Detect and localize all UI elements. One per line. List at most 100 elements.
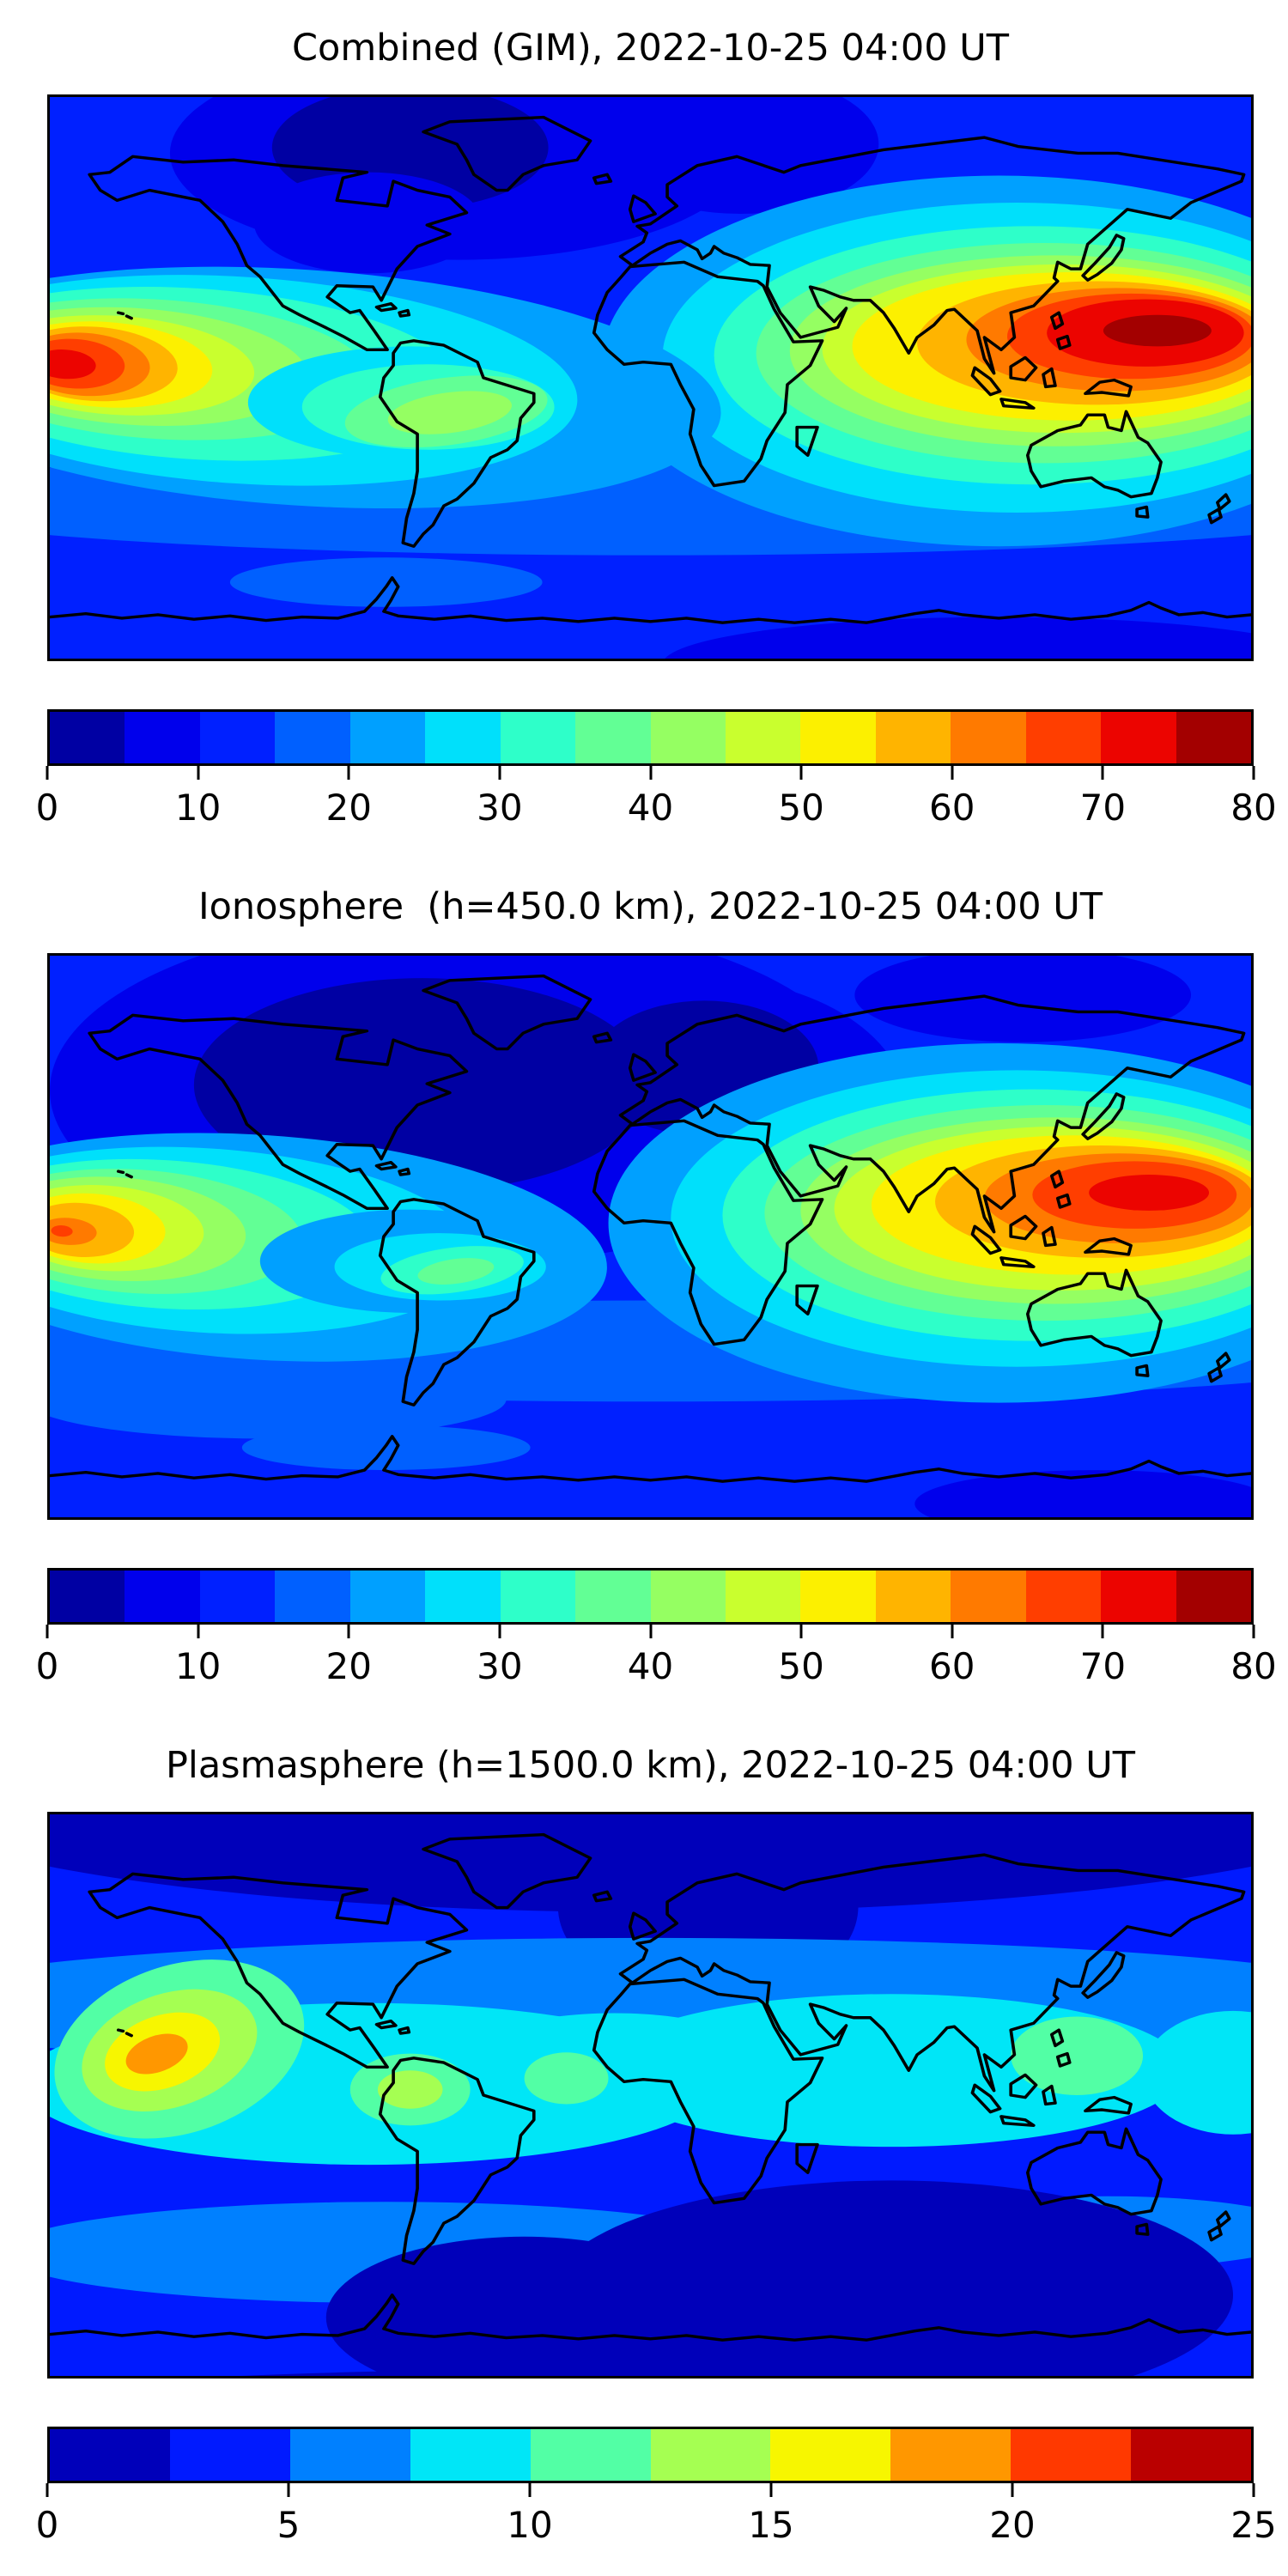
colorbar-tick [1011, 2483, 1014, 2497]
colorbar-segment [289, 2429, 410, 2481]
map-combined [47, 94, 1254, 661]
panel-plasmasphere: Plasmasphere (h=1500.0 km), 2022-10-25 0… [0, 1717, 1288, 2576]
colorbar-tick-label: 60 [929, 1645, 975, 1687]
colorbar-tick [799, 766, 803, 780]
colorbar-segment [1025, 1571, 1102, 1622]
colorbar-segment [1101, 1571, 1176, 1622]
colorbar-segment [650, 1571, 726, 1622]
colorbar-tick-label: 0 [35, 787, 59, 829]
colorbar-tick [46, 1625, 49, 1638]
colorbar-segment [800, 712, 876, 763]
colorbar-segment [875, 712, 951, 763]
map-plasmasphere [47, 1812, 1254, 2379]
panel-title-combined: Combined (GIM), 2022-10-25 04:00 UT [291, 27, 1009, 70]
colorbar-tick [1101, 1625, 1104, 1638]
colorbar-segment [425, 712, 501, 763]
colorbar-segment [275, 712, 350, 763]
colorbar-segment [1011, 2429, 1132, 2481]
colorbar-tick [528, 2483, 532, 2497]
colorbar-tick-label: 70 [1079, 1645, 1127, 1687]
colorbar-segment [530, 2429, 651, 2481]
colorbar-tick-label: 10 [507, 2504, 553, 2546]
colorbar-axis-combined: 0 10 20 30 40 50 60 70 80 [36, 766, 1277, 859]
colorbar-segment [890, 2429, 1012, 2481]
colorbar-segment [800, 1571, 876, 1622]
colorbar-tick-label: 20 [989, 2504, 1036, 2546]
colorbar-tick-label: 10 [174, 1645, 222, 1687]
colorbar-segment [500, 712, 576, 763]
colorbar-segment [770, 2429, 891, 2481]
colorbar-segment [50, 712, 125, 763]
colorbar-tick [46, 766, 49, 780]
panel-title-plasmasphere: Plasmasphere (h=1500.0 km), 2022-10-25 0… [165, 1744, 1136, 1787]
colorbar-combined [47, 709, 1254, 766]
colorbar-segment [199, 712, 276, 763]
colorbar-tick-label: 5 [276, 2504, 301, 2546]
colorbar-tick [649, 766, 652, 780]
colorbar-tick-label: 80 [1230, 787, 1277, 829]
colorbar-tick-label: 30 [477, 787, 523, 829]
contour-field-combined [50, 97, 1251, 659]
colorbar-tick-label: 50 [778, 787, 824, 829]
colorbar-segment [425, 1571, 501, 1622]
colorbar-segment [1101, 712, 1176, 763]
colorbar-segment [275, 1571, 350, 1622]
panel-combined: Combined (GIM), 2022-10-25 04:00 UT [0, 0, 1288, 859]
colorbar-segment [1176, 1571, 1251, 1622]
colorbar-tick [197, 1625, 200, 1638]
colorbar-segment [410, 2429, 531, 2481]
colorbar-tick [498, 1625, 501, 1638]
colorbar-tick [287, 2483, 290, 2497]
colorbar-segment [725, 712, 801, 763]
colorbar-segment [1176, 712, 1251, 763]
colorbar-segment [50, 2429, 170, 2481]
colorbar-segment [951, 1571, 1026, 1622]
colorbar-segment [650, 2429, 771, 2481]
colorbar-tick-label: 20 [325, 1645, 372, 1687]
contour-field-ionosphere [50, 956, 1251, 1517]
colorbar-tick-label: 10 [174, 787, 222, 829]
colorbar-tick [799, 1625, 803, 1638]
colorbar-tick-label: 70 [1079, 787, 1127, 829]
colorbar-tick [498, 766, 501, 780]
colorbar-tick-label: 30 [477, 1645, 523, 1687]
colorbar-tick-label: 80 [1230, 1645, 1277, 1687]
colorbar-ionosphere [47, 1568, 1254, 1625]
colorbar-tick [1252, 766, 1255, 780]
colorbar-segment [875, 1571, 951, 1622]
colorbar-segment [575, 712, 651, 763]
colorbar-segment [125, 1571, 200, 1622]
colorbar-tick [347, 1625, 350, 1638]
map-ionosphere [47, 953, 1254, 1520]
colorbar-tick [649, 1625, 652, 1638]
map-plasmasphere-canvas [50, 1814, 1251, 2376]
map-ionosphere-canvas [50, 956, 1251, 1517]
colorbar-tick [197, 766, 200, 780]
colorbar-tick [1101, 766, 1104, 780]
colorbar-segment [725, 1571, 801, 1622]
colorbar-tick-label: 25 [1230, 2504, 1277, 2546]
colorbar-segment [199, 1571, 276, 1622]
colorbar-segment [500, 1571, 576, 1622]
colorbar-axis-plasmasphere: 0 5 10 15 20 25 [36, 2483, 1277, 2576]
colorbar-segment [1131, 2429, 1252, 2481]
colorbar-tick [951, 1625, 954, 1638]
colorbar-tick-label: 20 [325, 787, 372, 829]
colorbar-segment [951, 712, 1026, 763]
colorbar-tick-label: 40 [627, 787, 674, 829]
colorbar-segment [575, 1571, 651, 1622]
colorbar-plasmasphere [47, 2427, 1254, 2483]
colorbar-axis-ionosphere: 0 10 20 30 40 50 60 70 80 [36, 1625, 1277, 1717]
panel-title-ionosphere: Ionosphere (h=450.0 km), 2022-10-25 04:0… [197, 885, 1103, 928]
map-combined-canvas [50, 97, 1251, 659]
colorbar-tick-label: 60 [929, 787, 975, 829]
colorbar-tick [951, 766, 954, 780]
colorbar-segment [125, 712, 200, 763]
colorbar-segment [349, 1571, 426, 1622]
colorbar-tick-label: 50 [778, 1645, 824, 1687]
colorbar-segment [50, 1571, 125, 1622]
colorbar-tick [46, 2483, 49, 2497]
colorbar-segment [169, 2429, 290, 2481]
colorbar-segment [1025, 712, 1102, 763]
